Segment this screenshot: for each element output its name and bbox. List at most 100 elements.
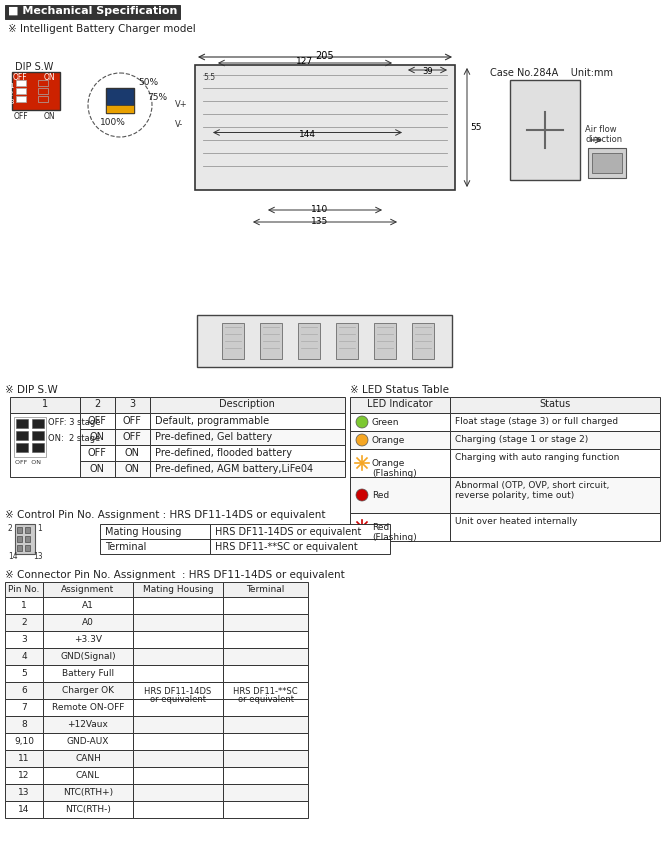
Text: V+: V+ — [175, 100, 188, 109]
Bar — [133, 750, 223, 767]
Text: Charging (stage 1 or stage 2): Charging (stage 1 or stage 2) — [455, 435, 588, 444]
Text: ※ LED Status Table: ※ LED Status Table — [350, 385, 449, 395]
Bar — [510, 80, 580, 180]
Bar — [195, 65, 455, 190]
Bar — [588, 148, 626, 178]
Text: Terminal: Terminal — [247, 585, 285, 594]
Text: 1: 1 — [37, 524, 42, 533]
Text: 100%: 100% — [100, 118, 126, 127]
Bar — [150, 445, 345, 461]
Bar — [115, 461, 150, 477]
Bar — [150, 429, 345, 445]
Bar — [223, 801, 308, 818]
Bar — [115, 413, 150, 429]
Bar — [223, 665, 308, 682]
Text: ON: ON — [125, 448, 139, 458]
Bar — [100, 524, 210, 539]
Bar — [210, 539, 390, 554]
Text: 11: 11 — [18, 754, 29, 763]
Bar — [16, 88, 26, 94]
Bar — [43, 665, 133, 682]
Text: ON: ON — [90, 432, 105, 442]
Text: 75%: 75% — [147, 93, 167, 102]
Bar — [450, 397, 660, 413]
Bar — [133, 716, 223, 733]
Text: 3: 3 — [21, 635, 27, 644]
Text: Pre-defined, Gel battery: Pre-defined, Gel battery — [155, 432, 272, 442]
Circle shape — [423, 125, 427, 129]
Bar — [223, 682, 308, 699]
Bar — [298, 323, 320, 359]
Bar — [133, 582, 223, 597]
Bar — [133, 665, 223, 682]
Circle shape — [223, 125, 227, 129]
Text: ■ Mechanical Specification: ■ Mechanical Specification — [8, 6, 178, 16]
Text: V-: V- — [175, 120, 184, 129]
Text: 1: 1 — [9, 83, 13, 89]
Bar — [133, 597, 223, 614]
Bar — [223, 716, 308, 733]
Text: ON: ON — [90, 464, 105, 474]
Text: 13: 13 — [18, 788, 29, 797]
Bar — [16, 431, 28, 440]
Bar — [16, 80, 26, 86]
Bar — [350, 413, 450, 431]
Text: OFF: OFF — [13, 73, 27, 82]
Bar — [5, 733, 43, 750]
Text: CANH: CANH — [75, 754, 101, 763]
Text: 1: 1 — [42, 399, 48, 409]
Text: 5: 5 — [21, 669, 27, 678]
Text: OFF: OFF — [123, 432, 141, 442]
Text: 12: 12 — [18, 771, 29, 780]
Bar — [43, 733, 133, 750]
Bar — [43, 648, 133, 665]
Circle shape — [356, 489, 368, 501]
Bar — [115, 429, 150, 445]
Text: Default, programmable: Default, programmable — [155, 416, 269, 426]
Bar — [38, 80, 48, 86]
Circle shape — [517, 102, 573, 158]
Bar — [5, 699, 43, 716]
Bar — [43, 784, 133, 801]
Text: 2: 2 — [9, 91, 13, 97]
Bar — [5, 767, 43, 784]
Text: 8: 8 — [21, 720, 27, 729]
Bar — [43, 767, 133, 784]
Bar — [223, 648, 308, 665]
Text: 3: 3 — [9, 99, 13, 105]
Text: Unit over heated internally: Unit over heated internally — [455, 517, 578, 526]
Text: OFF  ON: OFF ON — [15, 460, 41, 465]
Text: CANL: CANL — [76, 771, 100, 780]
Text: 2: 2 — [21, 618, 27, 627]
Bar — [5, 614, 43, 631]
Bar — [5, 750, 43, 767]
Bar — [5, 597, 43, 614]
Circle shape — [356, 434, 368, 446]
Text: Charging with auto ranging function: Charging with auto ranging function — [455, 453, 619, 462]
Text: 144: 144 — [299, 129, 316, 139]
Bar — [450, 449, 660, 477]
Bar — [133, 784, 223, 801]
Bar — [17, 536, 22, 542]
Text: Terminal: Terminal — [105, 542, 146, 552]
Bar — [12, 72, 60, 110]
Text: NTC(RTH+): NTC(RTH+) — [63, 788, 113, 797]
Bar — [350, 449, 450, 477]
Text: +3.3V: +3.3V — [74, 635, 102, 644]
Text: HRS DF11-**SC: HRS DF11-**SC — [233, 686, 297, 696]
Bar — [223, 682, 308, 716]
Text: ON: ON — [44, 112, 56, 121]
Text: Case No.284A    Unit:mm: Case No.284A Unit:mm — [490, 68, 613, 78]
Bar — [260, 323, 282, 359]
Bar — [15, 524, 35, 554]
Bar — [223, 767, 308, 784]
Bar — [133, 631, 223, 648]
Bar — [80, 461, 115, 477]
Text: Mating Housing: Mating Housing — [105, 527, 182, 537]
Bar — [197, 315, 452, 367]
Bar — [150, 461, 345, 477]
Bar — [10, 413, 80, 477]
Bar — [223, 597, 308, 614]
Bar — [5, 648, 43, 665]
Bar — [43, 631, 133, 648]
